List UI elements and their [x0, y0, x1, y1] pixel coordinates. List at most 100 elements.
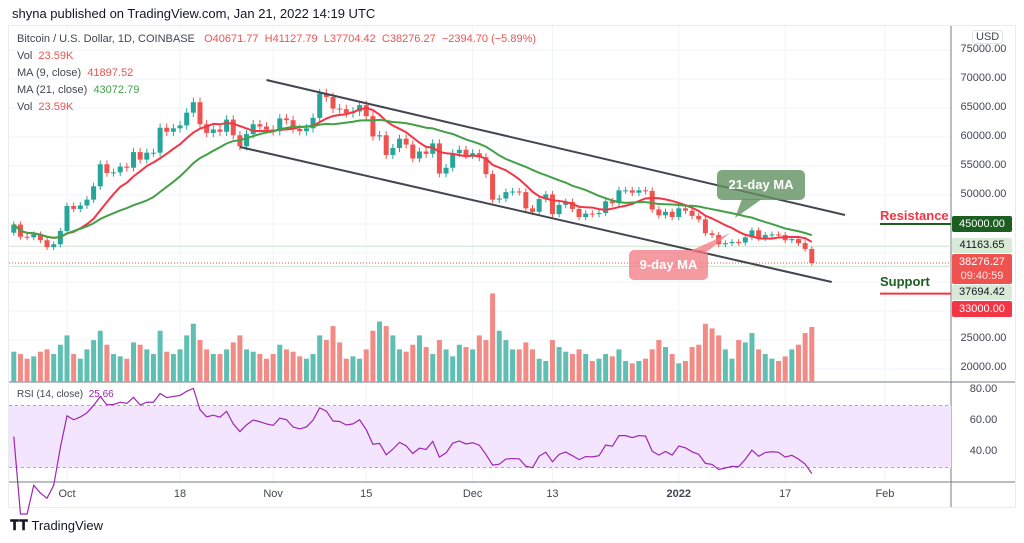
candle-body [576, 208, 582, 218]
volume-bar [503, 340, 509, 382]
volume-bar [483, 340, 489, 382]
currency-button[interactable]: USD [972, 30, 1004, 44]
tradingview-logo[interactable]: 𝐓𝐓 TradingView [10, 517, 103, 533]
ma9-value: 41897.52 [87, 67, 134, 79]
candle-body [397, 138, 402, 149]
candle-body [536, 199, 542, 212]
volume-bar [643, 358, 649, 382]
volume-bar [323, 340, 329, 382]
volume-bar [596, 358, 602, 382]
volume-bar [556, 347, 562, 382]
rsi-tick: 40.00 [969, 445, 998, 457]
vol-value: 23.59K [38, 50, 74, 62]
volume-bar [543, 361, 549, 382]
volume-bar [696, 344, 702, 382]
candle-body [111, 172, 117, 174]
volume-bar [397, 349, 402, 382]
candle-body [802, 243, 808, 249]
last-price-tag: 38276.27 09:40:59 [952, 254, 1012, 284]
volume-bar [244, 349, 250, 382]
time-label: 17 [779, 488, 792, 500]
candle-body [702, 219, 708, 234]
candle-body [204, 124, 210, 133]
volume-bar [603, 354, 609, 382]
candle-body [636, 190, 642, 193]
candle-body [410, 144, 416, 159]
candle-body [184, 112, 190, 126]
ma-price-tag: 41163.65 [952, 238, 1012, 253]
ma9-callout[interactable]: 9-day MA [629, 250, 708, 280]
candle-body [124, 166, 130, 168]
symbol-name[interactable]: Bitcoin / U.S. Dollar, 1D, COINBASE [17, 33, 195, 45]
ma9-legend[interactable]: MA (9, close) 41897.52 [17, 67, 133, 79]
candle-body [170, 128, 176, 132]
candle-body [649, 190, 655, 210]
candle-body [337, 108, 343, 110]
ma21-legend[interactable]: MA (21, close) 43072.79 [17, 84, 139, 96]
volume-bar [782, 356, 788, 382]
volume-bar [124, 358, 130, 382]
ma21-callout[interactable]: 21-day MA [717, 170, 805, 200]
candle-body [689, 210, 695, 216]
volume-bar [283, 349, 289, 382]
candle-body [370, 116, 376, 137]
candle-body [197, 102, 203, 125]
bar-countdown: 09:40:59 [960, 270, 1004, 282]
volume-bar [383, 326, 389, 382]
volume-bar [802, 333, 808, 382]
candle-body [131, 152, 136, 168]
volume-bar [164, 351, 170, 382]
candle-body [476, 153, 482, 158]
price-tick: 70000.00 [960, 72, 1007, 84]
time-label: 13 [546, 488, 559, 500]
candle-body [530, 208, 535, 212]
volume-bar [117, 356, 123, 382]
price-tick: 60000.00 [960, 130, 1007, 142]
time-label: Dec [462, 488, 483, 500]
candle-body [629, 190, 635, 193]
close-value: C38276.27 [381, 33, 436, 45]
volume-bar [450, 356, 456, 382]
volume-bar [636, 361, 642, 382]
volume-bar [51, 354, 57, 382]
rsi-label: RSI (14, close) [17, 389, 84, 400]
vol2-legend[interactable]: Vol 23.59K [17, 101, 73, 113]
candle-body [756, 230, 762, 238]
candle-body [616, 190, 622, 204]
candle-body [523, 192, 529, 209]
volume-bar [230, 342, 236, 382]
candle-body [84, 199, 90, 206]
candle-body [317, 93, 323, 118]
ma9-line [13, 106, 813, 243]
time-label: 15 [360, 488, 373, 500]
vol-legend[interactable]: Vol 23.59K [17, 50, 73, 62]
volume-bar [277, 344, 283, 382]
candle-body [682, 208, 688, 211]
candle-body [190, 102, 196, 113]
volume-bar [350, 356, 356, 382]
volume-bar [809, 327, 815, 382]
volume-bar [682, 361, 688, 382]
volume-bar [310, 354, 316, 382]
volume-bar [490, 293, 496, 382]
volume-bar [257, 354, 263, 382]
candle-body [596, 212, 602, 215]
time-label: Nov [263, 488, 283, 500]
candle-body [450, 153, 456, 168]
volume-bar [337, 342, 343, 382]
volume-bar [190, 323, 196, 382]
ma21-value: 43072.79 [93, 84, 140, 96]
candle-body [796, 239, 801, 244]
rsi-tick: 80.00 [969, 383, 998, 395]
volume-bar [317, 335, 323, 382]
candle-body [663, 211, 668, 216]
rsi-legend[interactable]: RSI (14, close) 25.66 [17, 389, 114, 400]
candle-body [470, 153, 476, 155]
volume-bar [217, 354, 223, 382]
candle-body [91, 186, 97, 200]
candle-body [729, 241, 735, 244]
candle-body [749, 230, 755, 238]
candle-body [230, 119, 236, 136]
ma21-callout-tail [735, 199, 762, 218]
